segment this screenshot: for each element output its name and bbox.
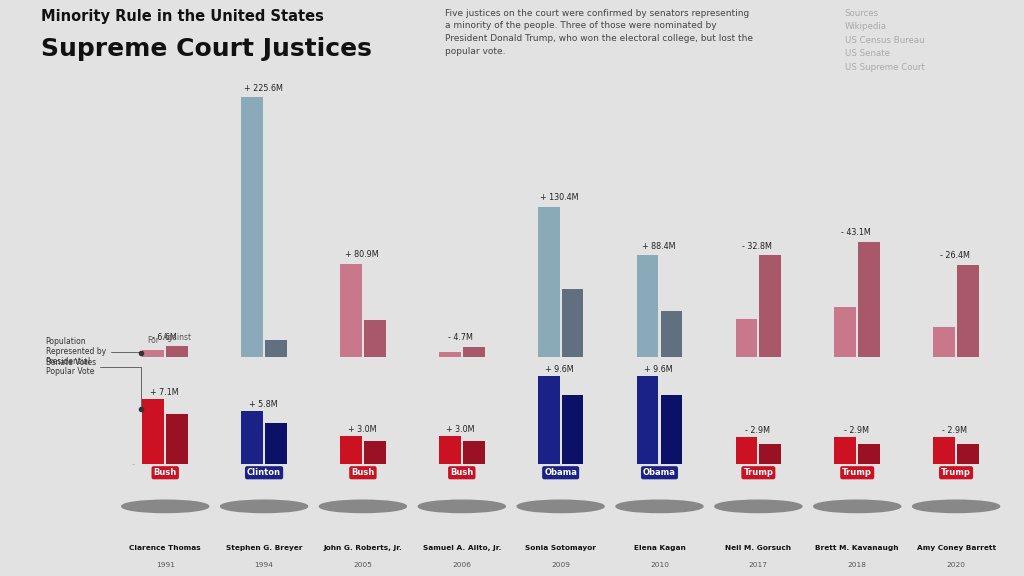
Text: Against: Against <box>163 332 191 342</box>
Bar <box>364 441 386 464</box>
Text: Clarence Thomas: Clarence Thomas <box>129 545 201 551</box>
Bar <box>562 289 584 357</box>
Text: + 7.1M: + 7.1M <box>150 388 178 397</box>
Bar <box>364 320 386 357</box>
Bar <box>637 255 658 357</box>
Circle shape <box>715 500 802 513</box>
Text: Five justices on the court were confirmed by senators representing
a minority of: Five justices on the court were confirme… <box>445 9 754 56</box>
Text: + 130.4M: + 130.4M <box>541 194 579 202</box>
Text: For: For <box>147 336 160 345</box>
Bar <box>835 437 856 464</box>
Text: Trump: Trump <box>941 468 971 478</box>
Bar <box>660 395 682 464</box>
Bar <box>538 376 559 464</box>
Bar <box>957 265 979 357</box>
Bar <box>242 97 263 357</box>
Bar <box>340 437 361 464</box>
Text: - 26.4M: - 26.4M <box>940 251 970 260</box>
Text: Samuel A. Alito, Jr.: Samuel A. Alito, Jr. <box>423 545 501 551</box>
Text: 1994: 1994 <box>255 562 273 568</box>
Text: Sources
Wikipedia
US Census Bureau
US Senate
US Supreme Court: Sources Wikipedia US Census Bureau US Se… <box>845 9 925 72</box>
Text: - 2.9M: - 2.9M <box>744 426 770 435</box>
Text: Brett M. Kavanaugh: Brett M. Kavanaugh <box>815 545 899 551</box>
Bar <box>142 350 164 357</box>
Text: - 2.9M: - 2.9M <box>942 426 968 435</box>
Bar <box>439 437 461 464</box>
Text: 2005: 2005 <box>353 562 373 568</box>
Bar <box>265 423 287 464</box>
Circle shape <box>912 500 999 513</box>
Circle shape <box>319 500 407 513</box>
Text: 2018: 2018 <box>848 562 866 568</box>
Text: + 9.6M: + 9.6M <box>545 365 573 374</box>
Text: Sonia Sotomayor: Sonia Sotomayor <box>525 545 596 551</box>
Text: Supreme Court Justices: Supreme Court Justices <box>41 37 372 62</box>
Text: Stephen G. Breyer: Stephen G. Breyer <box>226 545 302 551</box>
Text: John G. Roberts, Jr.: John G. Roberts, Jr. <box>324 545 402 551</box>
Bar <box>142 399 164 464</box>
Text: Minority Rule in the United States: Minority Rule in the United States <box>41 9 324 24</box>
Text: + 3.0M: + 3.0M <box>347 425 376 434</box>
Bar <box>858 242 880 357</box>
Bar <box>265 340 287 357</box>
Text: Neil M. Gorsuch: Neil M. Gorsuch <box>725 545 792 551</box>
Bar <box>933 327 955 357</box>
Bar <box>660 311 682 357</box>
Bar <box>166 414 188 464</box>
Circle shape <box>220 500 307 513</box>
Text: Population
Represented by
Senate Votes: Population Represented by Senate Votes <box>46 337 138 367</box>
Bar <box>760 444 781 464</box>
Bar <box>538 207 559 357</box>
Circle shape <box>517 500 604 513</box>
Circle shape <box>418 500 505 513</box>
Bar <box>439 352 461 357</box>
Bar <box>562 395 584 464</box>
Bar <box>858 444 880 464</box>
Text: Obama: Obama <box>643 468 676 478</box>
Circle shape <box>616 500 703 513</box>
Bar <box>340 264 361 357</box>
Text: Bush: Bush <box>451 468 473 478</box>
Bar <box>242 411 263 464</box>
Text: - 43.1M: - 43.1M <box>842 228 871 237</box>
Circle shape <box>814 500 901 513</box>
Text: Trump: Trump <box>743 468 773 478</box>
Bar <box>463 347 484 357</box>
Bar <box>933 437 955 464</box>
Text: + 3.0M: + 3.0M <box>446 425 475 434</box>
Text: - 32.8M: - 32.8M <box>742 242 772 251</box>
Text: Bush: Bush <box>154 468 177 478</box>
Text: 2009: 2009 <box>551 562 570 568</box>
Text: Bush: Bush <box>351 468 375 478</box>
Bar <box>957 444 979 464</box>
Text: + 9.6M: + 9.6M <box>644 365 673 374</box>
Text: + 88.4M: + 88.4M <box>642 242 675 251</box>
Text: - 6.6M: - 6.6M <box>152 332 176 342</box>
Bar <box>735 319 758 357</box>
Text: 2017: 2017 <box>749 562 768 568</box>
Text: Amy Coney Barrett: Amy Coney Barrett <box>916 545 995 551</box>
Text: Obama: Obama <box>544 468 578 478</box>
Text: 1991: 1991 <box>156 562 175 568</box>
Circle shape <box>122 500 209 513</box>
Text: + 5.8M: + 5.8M <box>249 400 278 408</box>
Text: Clinton: Clinton <box>247 468 281 478</box>
Text: Trump: Trump <box>843 468 872 478</box>
Bar <box>760 255 781 357</box>
Bar <box>735 437 758 464</box>
Bar <box>463 441 484 464</box>
Text: Elena Kagan: Elena Kagan <box>634 545 685 551</box>
Text: Presidential
Popular Vote: Presidential Popular Vote <box>46 357 141 406</box>
Bar <box>835 308 856 357</box>
Bar <box>637 376 658 464</box>
Text: + 80.9M: + 80.9M <box>345 251 379 259</box>
Text: 2020: 2020 <box>946 562 966 568</box>
Text: + 225.6M: + 225.6M <box>244 84 283 93</box>
Text: - 2.9M: - 2.9M <box>844 426 868 435</box>
Bar <box>166 346 188 357</box>
Text: 2010: 2010 <box>650 562 669 568</box>
Text: - 4.7M: - 4.7M <box>449 334 473 342</box>
Text: 2006: 2006 <box>453 562 471 568</box>
